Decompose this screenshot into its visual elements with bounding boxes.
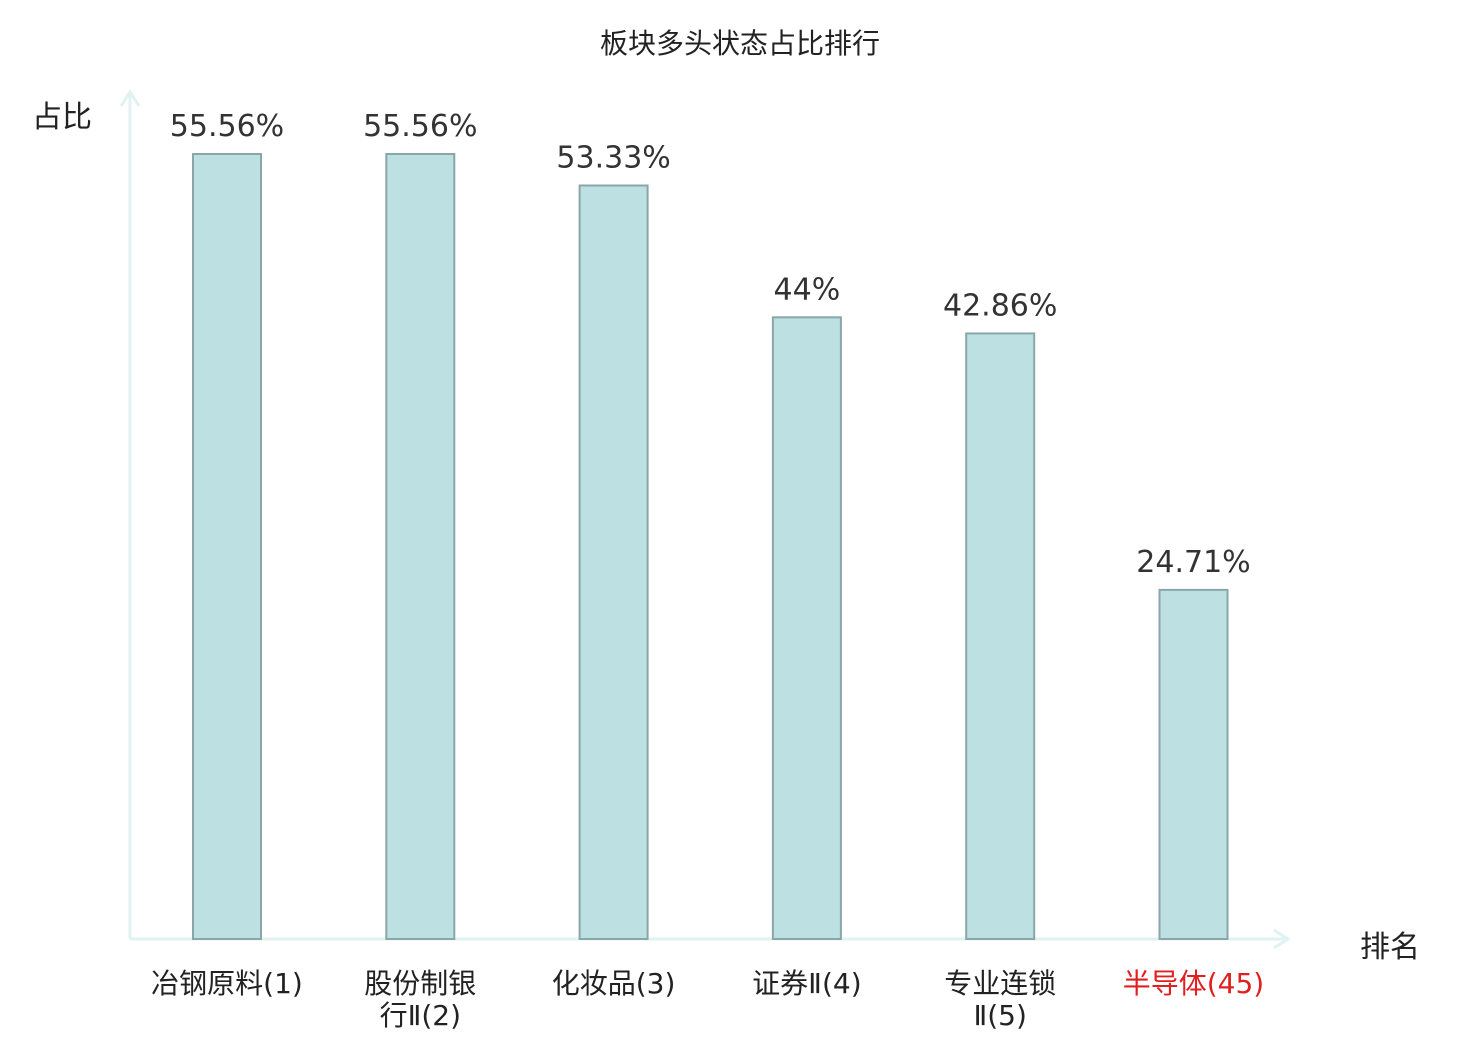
category-label: 股份制银 [364,967,476,1000]
category-label: Ⅱ(5) [973,999,1026,1032]
bar [771,316,842,941]
value-label: 24.71% [1136,545,1250,580]
axes [119,89,1291,950]
bar [578,184,649,940]
x-axis-label: 排名 [1360,930,1420,965]
bars [192,153,1229,941]
category-label: 证券Ⅱ(4) [752,967,861,1000]
value-label: 44% [774,272,841,307]
chart-title: 板块多头状态占比排行 [599,27,880,60]
value-label: 55.56% [170,109,284,144]
value-labels: 55.56% 55.56% 53.33% 44% 42.86% 24.71% [170,109,1251,580]
bar [965,332,1036,940]
category-label: 行Ⅱ(2) [380,999,461,1032]
bar [1158,588,1229,940]
y-axis-label: 占比 [32,100,92,135]
bar [385,153,456,940]
value-label: 55.56% [363,109,477,144]
bar [192,153,262,940]
category-label: 冶钢原料(1) [151,967,303,1000]
x-axis-arrow [1273,928,1291,950]
value-label: 42.86% [943,288,1057,323]
value-label: 53.33% [556,141,670,176]
category-label: 化妆品(3) [552,967,676,1000]
y-axis-arrow [119,89,141,107]
category-label: 半导体(45) [1123,967,1264,1000]
category-label: 专业连锁 [944,967,1056,1000]
